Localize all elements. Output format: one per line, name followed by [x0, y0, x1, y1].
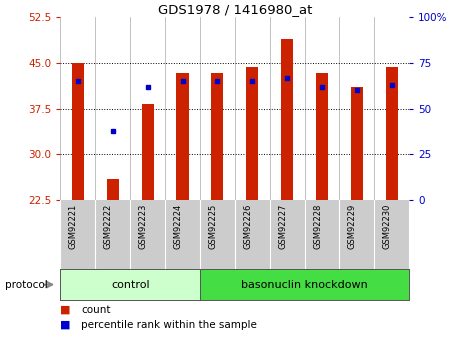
Bar: [351, 87, 363, 200]
Bar: [72, 63, 84, 200]
Text: GSM92222: GSM92222: [104, 204, 113, 249]
Bar: [246, 67, 259, 200]
Bar: [316, 73, 328, 200]
Text: GSM92229: GSM92229: [348, 204, 357, 249]
Text: ■: ■: [60, 320, 71, 330]
Text: protocol: protocol: [5, 280, 47, 289]
Text: GSM92224: GSM92224: [173, 204, 182, 249]
Text: basonuclin knockdown: basonuclin knockdown: [241, 280, 368, 289]
Text: GSM92223: GSM92223: [139, 204, 148, 249]
Text: ■: ■: [60, 305, 71, 315]
Text: GSM92230: GSM92230: [383, 204, 392, 249]
Text: GSM92228: GSM92228: [313, 204, 322, 249]
Text: GSM92225: GSM92225: [208, 204, 218, 249]
Text: control: control: [111, 280, 150, 289]
Bar: [281, 39, 293, 200]
Text: percentile rank within the sample: percentile rank within the sample: [81, 320, 257, 330]
Title: GDS1978 / 1416980_at: GDS1978 / 1416980_at: [158, 3, 312, 16]
Bar: [106, 179, 119, 200]
Text: GSM92221: GSM92221: [69, 204, 78, 249]
Text: count: count: [81, 305, 111, 315]
Bar: [141, 104, 154, 200]
Bar: [176, 73, 189, 200]
Text: GSM92226: GSM92226: [243, 204, 252, 249]
Bar: [211, 73, 224, 200]
Bar: [385, 67, 398, 200]
Text: GSM92227: GSM92227: [278, 204, 287, 249]
